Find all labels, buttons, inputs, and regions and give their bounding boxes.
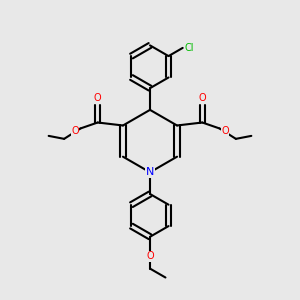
Text: N: N	[146, 167, 154, 177]
Text: O: O	[71, 126, 79, 136]
Text: O: O	[199, 93, 206, 103]
Text: O: O	[146, 251, 154, 261]
Text: O: O	[221, 126, 229, 136]
Text: O: O	[94, 93, 101, 103]
Text: Cl: Cl	[184, 43, 194, 53]
